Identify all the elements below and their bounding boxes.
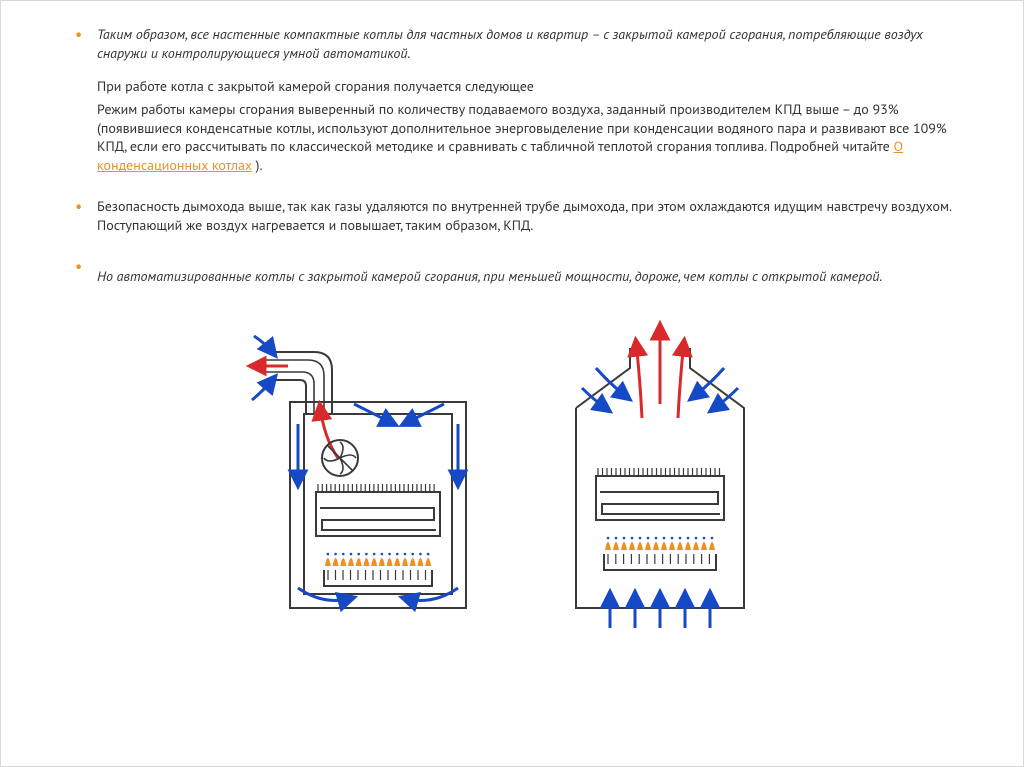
bullet-1-body-text: Режим работы камеры сгорания выверенный … [97,100,947,156]
bullet-1-line2: При работе котла с закрытой камерой сгор… [97,77,967,96]
bullet-3-text: Но автоматизированные котлы с закрытой к… [97,267,967,286]
page-root: Таким образом, все настенные компактные … [0,0,1024,767]
bullet-2-text: Безопасность дымохода выше, так как газы… [97,197,967,235]
bullet-2: Безопасность дымохода выше, так как газы… [57,197,967,235]
boiler-diagram [232,308,792,628]
open-chamber-diagram [540,308,780,628]
bullet-1-tail: ). [252,156,263,174]
bullet-list: Таким образом, все настенные компактные … [57,25,967,286]
bullet-1-body: Режим работы камеры сгорания выверенный … [97,100,967,176]
bullet-1-intro: Таким образом, все настенные компактные … [97,25,967,63]
bullet-3: Но автоматизированные котлы с закрытой к… [57,257,967,286]
bullet-1: Таким образом, все настенные компактные … [57,25,967,175]
closed-chamber-diagram [244,308,504,628]
